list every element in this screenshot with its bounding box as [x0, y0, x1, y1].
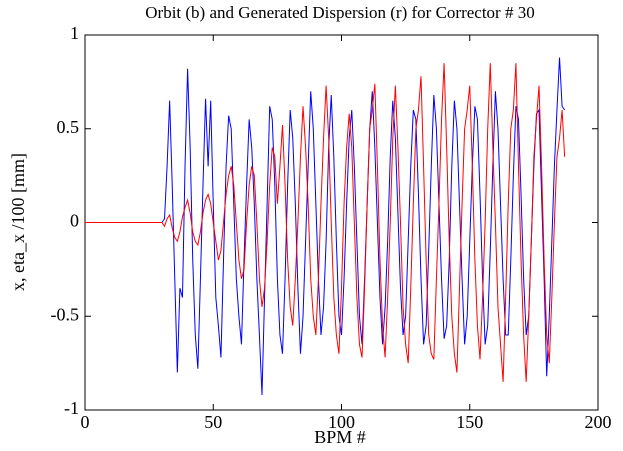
y-tick-label: 0 — [70, 211, 79, 231]
y-axis-label: x, eta_x /100 [mm] — [8, 153, 28, 291]
y-tick-label: 1 — [70, 23, 79, 43]
x-tick-label: 150 — [456, 412, 483, 432]
x-axis-label: BPM # — [314, 427, 366, 447]
series-line — [85, 63, 566, 382]
chart-title: Orbit (b) and Generated Dispersion (r) f… — [145, 3, 534, 22]
x-tick-label: 0 — [81, 412, 90, 432]
y-tick-label: -1 — [64, 398, 79, 418]
y-tick-label: -0.5 — [51, 304, 80, 324]
y-tick-label: 0.5 — [57, 117, 80, 137]
x-tick-label: 200 — [585, 412, 612, 432]
x-tick-label: 50 — [204, 412, 222, 432]
x-tick-label: 100 — [328, 412, 355, 432]
